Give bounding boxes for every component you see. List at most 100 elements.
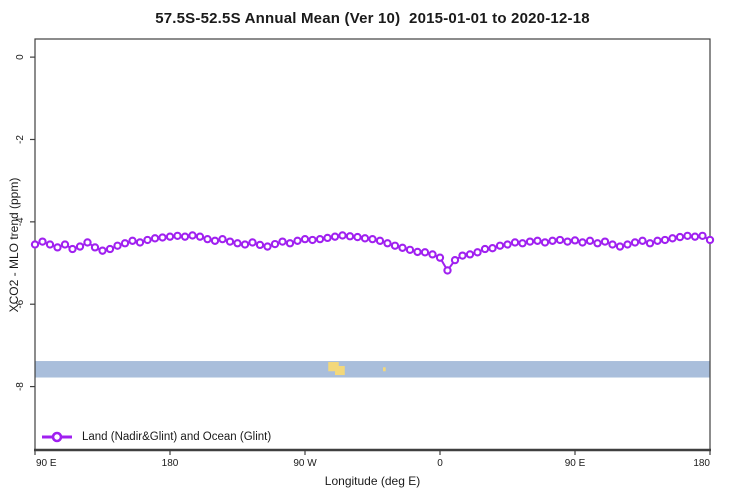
- data-point: [360, 234, 370, 243]
- data-point: [480, 244, 490, 254]
- data-point: [608, 240, 617, 249]
- y-tick-label: 0: [15, 54, 26, 60]
- data-point: [563, 237, 572, 246]
- data-point: [263, 242, 272, 251]
- data-point: [660, 235, 670, 245]
- data-point: [645, 239, 655, 248]
- data-point: [38, 237, 47, 246]
- land-patch: [328, 362, 339, 372]
- data-point: [300, 234, 310, 244]
- data-point: [450, 255, 460, 265]
- data-point: [675, 232, 685, 242]
- data-point: [638, 236, 647, 245]
- data-point: [105, 244, 115, 254]
- data-point: [45, 240, 55, 249]
- data-point: [203, 234, 212, 244]
- x-axis-label: Longitude (deg E): [324, 474, 421, 488]
- data-point: [165, 232, 175, 241]
- data-point: [668, 234, 677, 243]
- data-point: [548, 236, 557, 245]
- legend-label: Land (Nadir&Glint) and Ocean (Glint): [82, 431, 272, 443]
- data-point: [488, 244, 497, 253]
- data-point: [308, 235, 317, 245]
- data-point: [473, 248, 482, 257]
- data-point: [150, 234, 160, 243]
- data-point: [458, 251, 467, 260]
- x-tick-label: 90 E: [36, 458, 57, 469]
- data-point: [623, 240, 632, 249]
- data-point: [585, 236, 595, 245]
- x-tick-label: 180: [693, 458, 710, 469]
- data-point: [53, 243, 62, 252]
- data-point: [383, 239, 392, 248]
- data-point: [600, 237, 610, 246]
- data-point: [255, 240, 265, 250]
- data-point: [225, 237, 235, 246]
- data-point: [428, 250, 437, 259]
- data-point: [698, 231, 707, 241]
- data-point: [330, 232, 340, 241]
- data-point: [323, 233, 332, 243]
- data-point: [278, 237, 287, 246]
- data-point: [293, 236, 302, 245]
- data-point: [413, 247, 422, 257]
- data-point: [210, 236, 220, 245]
- x-tick-label: 180: [162, 458, 179, 469]
- data-point: [390, 241, 400, 250]
- data-point: [233, 239, 242, 248]
- data-point: [690, 232, 700, 241]
- y-tick-label: -6: [15, 299, 26, 308]
- data-point: [135, 238, 145, 247]
- data-point: [570, 236, 580, 245]
- data-point: [578, 238, 587, 247]
- data-point: [420, 248, 430, 257]
- data-point: [593, 239, 602, 248]
- chart-title: 57.5S-52.5S Annual Mean (Ver 10) 2015-01…: [155, 10, 590, 27]
- data-point: [270, 239, 280, 249]
- land-patch: [335, 365, 345, 376]
- data-point: [195, 232, 205, 241]
- data-point: [113, 241, 122, 250]
- data-point: [368, 234, 377, 244]
- data-point: [180, 232, 190, 241]
- data-point: [398, 243, 407, 252]
- y-tick-label: -4: [15, 217, 26, 226]
- data-point: [495, 241, 505, 250]
- data-point: [683, 231, 692, 241]
- land-patch: [383, 367, 386, 372]
- x-tick-label: 90 W: [293, 458, 317, 469]
- data-point: [503, 240, 512, 249]
- data-point: [518, 239, 527, 248]
- data-point: [405, 245, 415, 255]
- data-point: [248, 238, 257, 247]
- data-point: [705, 235, 715, 245]
- data-point: [128, 236, 137, 245]
- y-tick-label: -2: [15, 135, 26, 144]
- data-point: [345, 232, 355, 241]
- data-point: [555, 235, 565, 245]
- data-point: [375, 236, 385, 245]
- data-point: [435, 253, 445, 262]
- x-tick-label: 0: [437, 458, 443, 469]
- data-point: [533, 236, 542, 245]
- ocean-strip: [35, 361, 710, 378]
- data-point: [60, 240, 70, 249]
- data-point: [30, 240, 40, 249]
- data-point: [98, 246, 107, 255]
- legend-marker-icon: [42, 431, 72, 443]
- data-point: [353, 232, 362, 242]
- data-point: [158, 233, 167, 242]
- data-point: [75, 242, 85, 251]
- data-point: [630, 238, 640, 247]
- y-tick-label: -8: [15, 382, 26, 391]
- legend: Land (Nadir&Glint) and Ocean (Glint): [40, 428, 271, 446]
- data-point: [218, 234, 227, 244]
- data-point: [68, 244, 77, 254]
- data-point: [465, 250, 475, 259]
- data-point: [120, 239, 130, 248]
- data-point: [540, 238, 550, 247]
- data-point: [285, 239, 295, 248]
- data-point: [83, 238, 92, 247]
